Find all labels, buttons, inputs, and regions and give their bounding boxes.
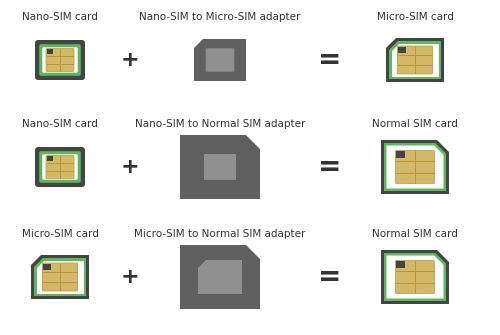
FancyBboxPatch shape (46, 49, 74, 71)
FancyBboxPatch shape (42, 154, 78, 180)
Polygon shape (386, 145, 444, 189)
Polygon shape (36, 261, 84, 293)
Polygon shape (384, 143, 446, 191)
Polygon shape (180, 245, 260, 309)
Text: +: + (120, 267, 140, 287)
Bar (396, 261, 404, 268)
Text: +: + (120, 50, 140, 70)
Text: Nano-SIM to Micro-SIM adapter: Nano-SIM to Micro-SIM adapter (140, 12, 300, 22)
Text: Micro-SIM card: Micro-SIM card (376, 12, 454, 22)
FancyBboxPatch shape (204, 154, 236, 180)
Polygon shape (386, 38, 444, 82)
Text: Normal SIM card: Normal SIM card (372, 229, 458, 239)
FancyBboxPatch shape (39, 151, 81, 183)
Polygon shape (194, 39, 246, 81)
FancyBboxPatch shape (396, 261, 434, 293)
Text: Nano-SIM card: Nano-SIM card (22, 119, 98, 129)
Polygon shape (198, 260, 242, 294)
FancyBboxPatch shape (396, 150, 434, 184)
FancyBboxPatch shape (35, 147, 85, 187)
Text: Normal SIM card: Normal SIM card (372, 119, 458, 129)
Polygon shape (180, 135, 260, 199)
Text: =: = (318, 153, 342, 181)
Text: =: = (318, 46, 342, 74)
Polygon shape (31, 255, 89, 299)
Polygon shape (381, 250, 449, 304)
Polygon shape (389, 41, 441, 79)
FancyBboxPatch shape (46, 156, 74, 178)
Text: Nano-SIM to Normal SIM adapter: Nano-SIM to Normal SIM adapter (135, 119, 305, 129)
Text: Micro-SIM to Normal SIM adapter: Micro-SIM to Normal SIM adapter (134, 229, 306, 239)
FancyBboxPatch shape (42, 47, 78, 73)
Polygon shape (392, 44, 438, 76)
Text: =: = (318, 263, 342, 291)
Bar (47, 50, 52, 54)
FancyBboxPatch shape (35, 40, 85, 80)
Bar (396, 151, 404, 158)
Text: Micro-SIM card: Micro-SIM card (22, 229, 99, 239)
FancyBboxPatch shape (206, 48, 234, 72)
Polygon shape (386, 256, 444, 298)
FancyBboxPatch shape (42, 263, 78, 291)
Bar (43, 264, 51, 270)
Polygon shape (34, 258, 86, 296)
Polygon shape (384, 253, 446, 301)
Bar (398, 47, 406, 53)
Text: +: + (120, 157, 140, 177)
FancyBboxPatch shape (39, 44, 81, 76)
Bar (47, 156, 52, 161)
FancyBboxPatch shape (398, 46, 432, 74)
Text: Nano-SIM card: Nano-SIM card (22, 12, 98, 22)
Polygon shape (381, 140, 449, 194)
